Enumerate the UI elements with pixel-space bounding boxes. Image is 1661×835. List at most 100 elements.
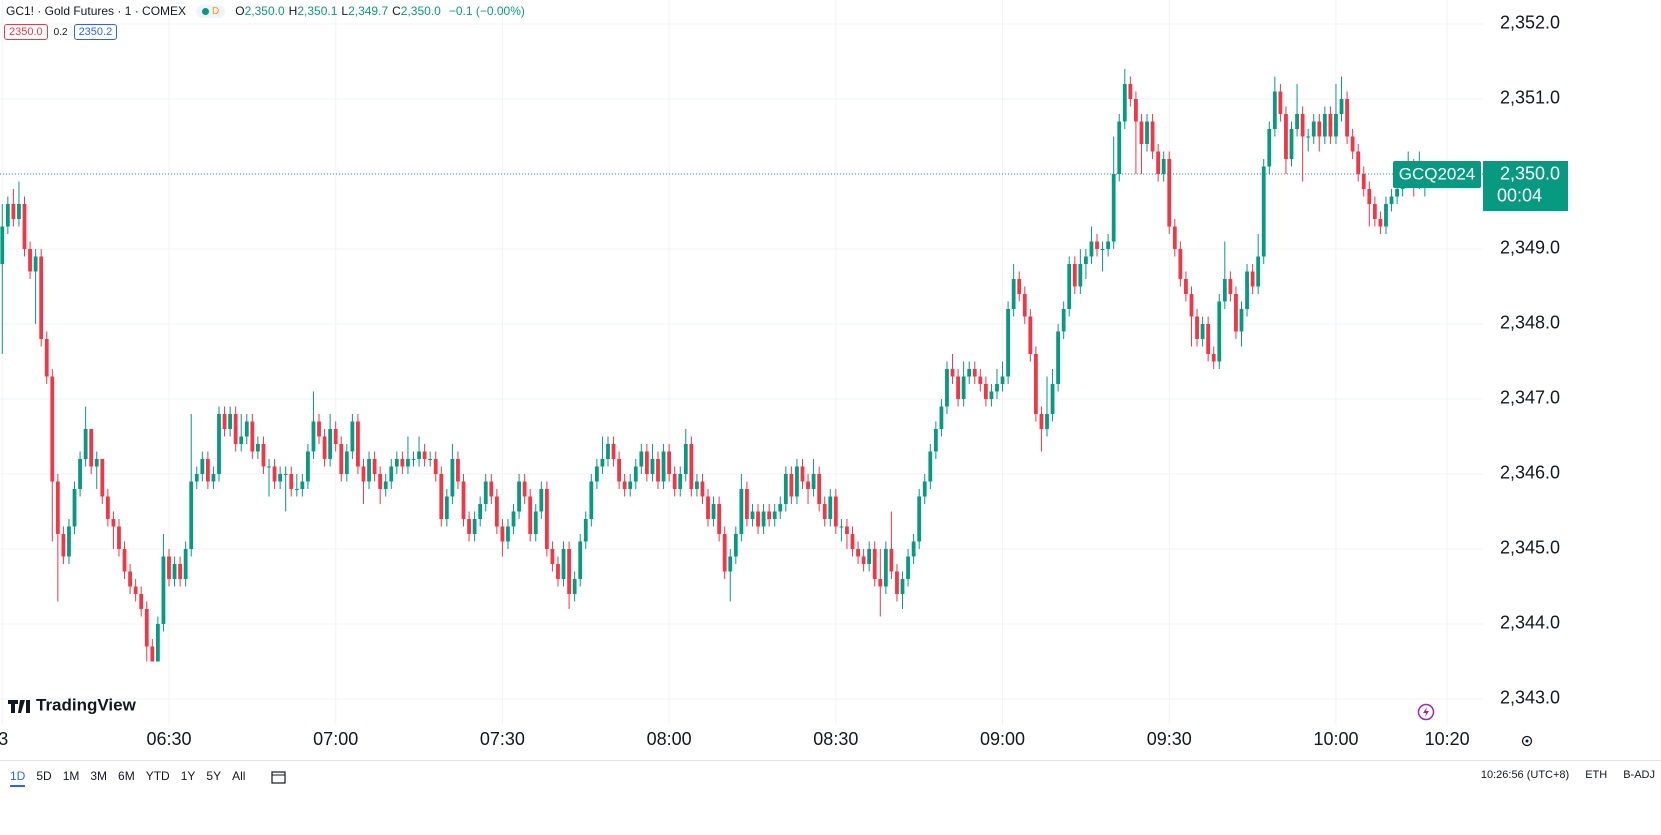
candle-body: [1395, 188, 1399, 197]
candle-body: [683, 443, 688, 474]
change: −0.1 (−0.00%): [448, 4, 525, 18]
candle-body: [433, 458, 438, 474]
watermark-logo: [8, 700, 30, 713]
candle-body: [105, 496, 110, 519]
candle-body: [1345, 98, 1349, 137]
ask[interactable]: 2350.2: [73, 24, 118, 40]
candle-body: [800, 466, 805, 482]
candle-body: [1322, 113, 1327, 137]
ohlc-value: 2,350.0: [400, 4, 441, 18]
countdown: 00:04: [1497, 186, 1542, 206]
candle-body: [117, 526, 121, 549]
candle-body: [700, 481, 705, 497]
candle-body: [1217, 301, 1222, 362]
candle-body: [978, 376, 983, 384]
candle-body: [772, 511, 777, 519]
candle-body: [439, 473, 444, 519]
candle-body: [756, 511, 760, 527]
candle-body: [144, 608, 149, 647]
candle-body: [517, 481, 521, 512]
candle-body: [1072, 263, 1077, 287]
candle-body: [167, 556, 171, 579]
y-tick-label: 2,348.0: [1500, 313, 1560, 333]
candle-body: [78, 458, 82, 489]
y-tick-label: 2,345.0: [1500, 538, 1560, 558]
candle-body: [644, 451, 649, 474]
candle-body: [650, 458, 655, 474]
candle-body: [322, 436, 327, 459]
candle-body: [878, 578, 883, 587]
candle-body: [506, 526, 510, 542]
candle-body: [1033, 353, 1038, 414]
candle-body: [522, 481, 527, 497]
candle-body: [150, 646, 155, 662]
range-button[interactable]: 5D: [36, 769, 52, 783]
candle-body: [828, 496, 833, 519]
candle-body: [367, 458, 371, 482]
candle-body: [422, 451, 427, 459]
candle-body: [706, 496, 710, 519]
bid[interactable]: 2350.0: [4, 24, 48, 40]
candle-body: [667, 451, 672, 474]
x-tick-label: 10:20: [1425, 729, 1470, 749]
last-price-bg: [1483, 160, 1568, 211]
candle-body: [0, 226, 5, 264]
candle-body: [383, 481, 388, 489]
candle-body: [594, 466, 599, 482]
legend-bar: GC1! · Gold Futures · 1 · COMEX D O2,350…: [6, 4, 525, 18]
range-button[interactable]: 1D: [10, 769, 26, 787]
candle-body: [300, 481, 305, 489]
y-tick-label: 2,344.0: [1500, 613, 1560, 633]
candle-body: [1078, 263, 1083, 287]
symbol-label-bg: [1393, 160, 1481, 188]
range-button[interactable]: 6M: [118, 769, 135, 783]
candle-body: [528, 496, 533, 534]
candle-body: [1234, 293, 1238, 332]
candle-body: [989, 391, 994, 399]
candle-body: [1095, 241, 1099, 249]
candle-body: [928, 451, 933, 482]
candle-body: [1028, 316, 1033, 354]
candle-body: [1267, 128, 1272, 167]
candle-body: [639, 451, 644, 467]
candle-body: [783, 473, 788, 504]
candle-body: [1289, 128, 1294, 159]
range-button[interactable]: 1M: [62, 769, 80, 783]
x-tick-label: 08:30: [813, 729, 858, 749]
candle-body: [1239, 308, 1244, 332]
candle-body: [1122, 83, 1127, 122]
adjust[interactable]: B-ADJ: [1623, 769, 1655, 781]
range-button[interactable]: All: [232, 769, 246, 783]
candle-body: [317, 421, 321, 437]
date-range-icon[interactable]: [270, 769, 288, 785]
y-tick-label: 2,351.0: [1500, 88, 1560, 108]
candle-body: [222, 413, 227, 429]
status-dot: [202, 7, 210, 15]
range-button[interactable]: 5Y: [206, 769, 222, 783]
candle-body: [450, 458, 455, 497]
y-tick-label: 2,346.0: [1500, 463, 1560, 483]
candle-body: [94, 458, 99, 467]
candle-body: [1328, 113, 1333, 137]
candle-body: [950, 368, 955, 377]
candle-body: [839, 526, 844, 528]
candle-body: [1000, 376, 1005, 384]
range-button[interactable]: 3M: [90, 769, 108, 783]
candle-body: [1100, 248, 1105, 250]
range-button[interactable]: 1Y: [180, 769, 196, 783]
candle-body: [161, 556, 166, 624]
session[interactable]: ETH: [1585, 769, 1608, 781]
candle-body: [1111, 173, 1116, 242]
candle-body: [1245, 271, 1249, 309]
candle-body: [17, 203, 21, 219]
candle-body: [394, 458, 399, 467]
x-tick-label: 08:00: [647, 729, 692, 749]
candles: [0, 68, 1427, 662]
candle-body: [811, 473, 816, 489]
candle-body: [294, 488, 299, 490]
candle-body: [956, 376, 960, 399]
candle-body: [750, 511, 755, 519]
range-button[interactable]: YTD: [145, 769, 170, 783]
candle-body: [1372, 203, 1377, 219]
candle-body: [128, 571, 132, 587]
